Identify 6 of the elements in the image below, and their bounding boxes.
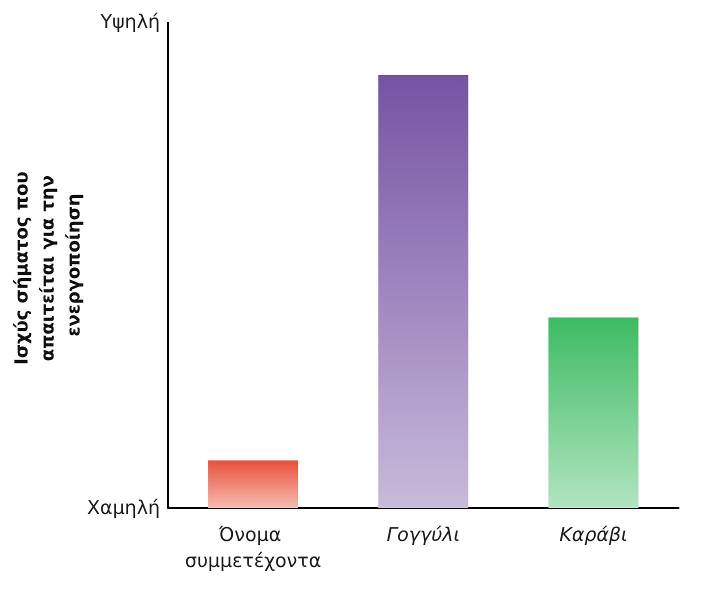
x-tick-label: Καράβι [559,524,628,546]
y-axis-title: Ισχύς σήματος που απαιτείται για την ενεργοποίηση [12,165,84,365]
x-tick-label: Γογγύλι [386,524,460,546]
text: Υψηλή [100,11,160,33]
text: Χαμηλή [87,497,160,519]
x-tick-label: Όνομα συμμετέχοντα [184,524,322,572]
